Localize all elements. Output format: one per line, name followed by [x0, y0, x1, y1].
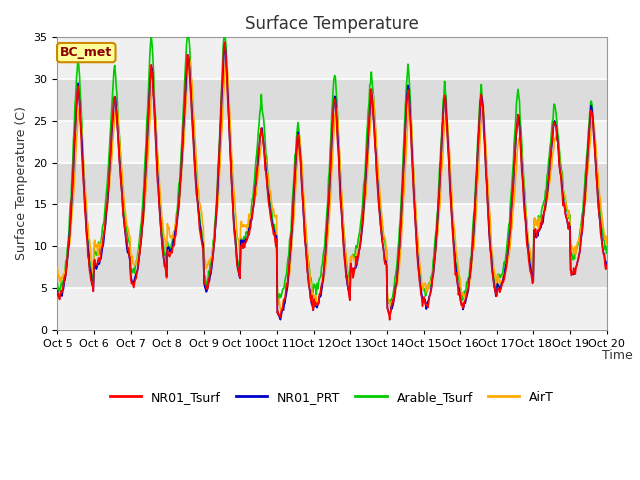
AirT — [63, 255, 71, 261]
NR01_Tsurf — [205, 276, 212, 281]
Text: BC_met: BC_met — [60, 46, 113, 59]
NR01_PRT — [176, 191, 184, 196]
Arable_Tsurf — [147, 35, 155, 40]
Y-axis label: Surface Temperature (C): Surface Temperature (C) — [15, 107, 28, 261]
NR01_PRT — [54, 288, 61, 294]
NR01_PRT — [276, 317, 284, 323]
Arable_Tsurf — [177, 165, 184, 171]
NR01_Tsurf — [417, 283, 424, 288]
Bar — [58, 246, 607, 288]
X-axis label: Time: Time — [602, 349, 633, 362]
NR01_Tsurf — [221, 39, 228, 45]
Arable_Tsurf — [603, 251, 611, 256]
Line: Arable_Tsurf: Arable_Tsurf — [58, 37, 607, 303]
Line: NR01_Tsurf: NR01_Tsurf — [58, 42, 607, 320]
AirT — [401, 187, 408, 193]
Arable_Tsurf — [417, 271, 424, 277]
AirT — [54, 264, 61, 270]
Arable_Tsurf — [63, 247, 71, 252]
AirT — [417, 266, 424, 272]
Line: AirT: AirT — [58, 56, 607, 311]
NR01_PRT — [221, 43, 228, 48]
Arable_Tsurf — [54, 281, 61, 287]
AirT — [120, 194, 128, 200]
Line: NR01_PRT: NR01_PRT — [58, 46, 607, 320]
Bar — [58, 37, 607, 79]
NR01_Tsurf — [54, 290, 61, 296]
NR01_Tsurf — [176, 191, 184, 196]
AirT — [222, 53, 230, 59]
NR01_PRT — [417, 282, 424, 288]
NR01_Tsurf — [386, 317, 394, 323]
NR01_PRT — [120, 217, 128, 223]
AirT — [176, 197, 184, 203]
Bar — [58, 121, 607, 163]
Bar — [58, 79, 607, 121]
AirT — [277, 308, 285, 314]
Arable_Tsurf — [386, 300, 394, 306]
NR01_PRT — [603, 264, 611, 269]
Legend: NR01_Tsurf, NR01_PRT, Arable_Tsurf, AirT: NR01_Tsurf, NR01_PRT, Arable_Tsurf, AirT — [105, 385, 559, 408]
Arable_Tsurf — [401, 131, 408, 136]
NR01_Tsurf — [603, 263, 611, 268]
Title: Surface Temperature: Surface Temperature — [245, 15, 419, 33]
Arable_Tsurf — [120, 207, 128, 213]
NR01_PRT — [401, 156, 408, 162]
NR01_Tsurf — [120, 216, 128, 221]
NR01_Tsurf — [63, 255, 71, 261]
NR01_PRT — [63, 256, 71, 262]
NR01_Tsurf — [401, 152, 408, 157]
AirT — [205, 258, 212, 264]
Arable_Tsurf — [205, 273, 213, 279]
Bar — [58, 288, 607, 330]
NR01_PRT — [205, 280, 212, 286]
AirT — [603, 241, 611, 247]
Bar — [58, 204, 607, 246]
Bar — [58, 163, 607, 204]
